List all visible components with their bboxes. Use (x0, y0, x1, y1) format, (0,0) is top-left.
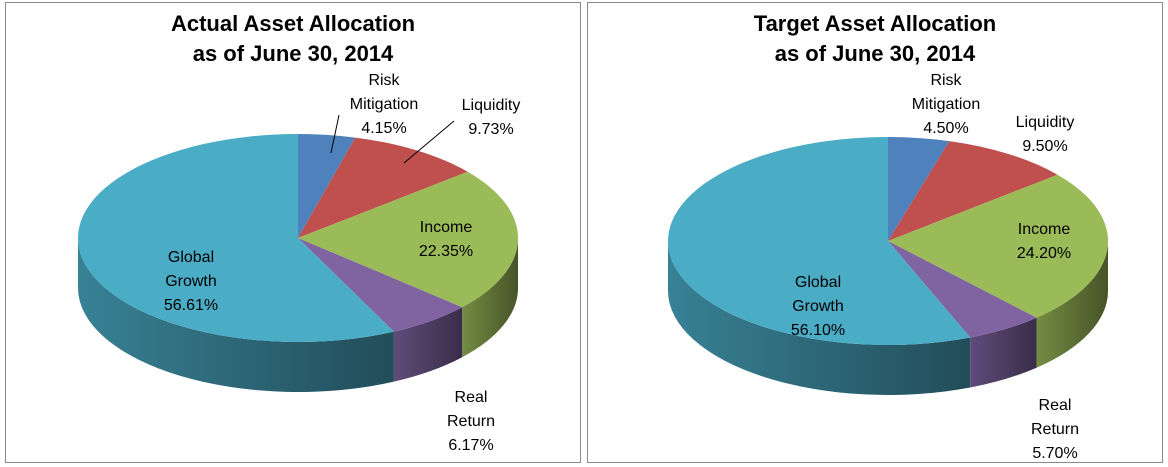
slice (888, 241, 1037, 338)
pie-chart (78, 114, 518, 392)
data-label: Risk Mitigation 4.50% (898, 69, 994, 141)
pie-chart (667, 137, 1108, 395)
category-label: Income (419, 219, 473, 236)
value-label: 9.73% (468, 121, 514, 138)
data-label: Income 24.20% (996, 218, 1092, 266)
slice (888, 141, 1058, 241)
slice-side (970, 317, 1037, 388)
data-label: Risk Mitigation 4.15% (336, 69, 432, 141)
slice (78, 134, 394, 342)
chart-subtitle: as of June 30, 2014 (192, 41, 394, 66)
leader-line (330, 114, 340, 154)
slice-side (1036, 241, 1108, 368)
slice-side (78, 238, 394, 392)
chart-title: Target Asset Allocation (753, 11, 997, 36)
value-label: 22.35% (418, 243, 474, 260)
data-label: Income 22.35% (398, 216, 494, 264)
data-label: Liquidity 9.50% (997, 111, 1093, 159)
slice (298, 238, 463, 332)
chart-panel: Target Asset Allocation as of June 30, 2… (587, 2, 1163, 463)
category-label: Liquidity (461, 97, 521, 114)
value-label: 4.15% (361, 120, 407, 137)
data-label: Global Growth 56.10% (770, 271, 866, 343)
value-label: 56.10% (790, 322, 846, 339)
chart-panel: Actual Asset Allocation as of June 30, 2… (5, 2, 581, 463)
category-label: Real Return (1030, 397, 1080, 438)
value-label: 9.50% (1022, 138, 1068, 155)
value-label: 56.61% (163, 297, 219, 314)
slice (298, 134, 356, 238)
slice-side (462, 238, 518, 358)
chart-subtitle: as of June 30, 2014 (774, 41, 976, 66)
chart-title: Actual Asset Allocation (170, 11, 416, 36)
value-label: 4.50% (923, 120, 969, 137)
category-label: Income (1017, 221, 1071, 238)
slice (298, 171, 518, 308)
data-label: Liquidity 9.73% (443, 94, 539, 142)
category-label: Global Growth (792, 274, 844, 315)
value-label: 5.70% (1032, 445, 1078, 462)
data-label: Real Return 6.17% (423, 386, 519, 458)
category-label: Liquidity (1015, 114, 1075, 131)
slice (888, 174, 1108, 318)
data-label: Real Return 5.70% (1007, 394, 1103, 466)
slice (298, 137, 468, 238)
slice-side (393, 307, 463, 382)
slice (667, 137, 971, 345)
value-label: 6.17% (448, 437, 494, 454)
leader-line (403, 120, 455, 164)
category-label: Risk Mitigation (911, 72, 981, 113)
data-label: Global Growth 56.61% (143, 246, 239, 318)
slice-side (668, 241, 971, 395)
category-label: Real Return (446, 389, 496, 430)
slice (888, 137, 950, 241)
category-label: Global Growth (165, 249, 217, 290)
value-label: 24.20% (1016, 245, 1072, 262)
category-label: Risk Mitigation (349, 72, 419, 113)
